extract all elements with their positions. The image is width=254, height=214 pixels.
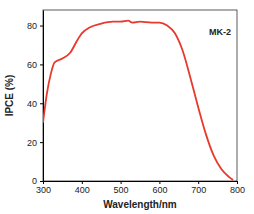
y-tick-label: 80 — [27, 21, 37, 31]
y-tick-label: 0 — [32, 176, 37, 186]
y-tick: 40 — [27, 99, 43, 109]
x-axis-title: Wavelength/nm — [103, 199, 177, 210]
y-axis-line — [43, 11, 44, 182]
x-tick-mark — [82, 181, 83, 184]
y-tick-label: 60 — [27, 60, 37, 70]
x-tick-label: 400 — [75, 185, 90, 195]
y-tick-mark — [40, 181, 43, 182]
x-tick: 400 — [75, 181, 90, 195]
plot: 300 400 500 600 700 800 0 20 40 60 80 MK-2 — [27, 10, 245, 195]
y-tick-mark — [40, 26, 43, 27]
y-tick-mark — [40, 142, 43, 143]
x-tick-label: 300 — [36, 185, 51, 195]
y-tick: 0 — [32, 176, 43, 186]
annotation: MK-2 — [209, 27, 231, 37]
ipce-line — [43, 21, 233, 180]
y-tick: 80 — [27, 21, 43, 31]
y-tick-mark — [40, 64, 43, 65]
y-tick: 60 — [27, 60, 43, 70]
x-tick-mark — [198, 181, 199, 184]
chart: 300 400 500 600 700 800 0 20 40 60 80 MK-2 Wavelengt… — [0, 0, 254, 214]
x-axis-line — [44, 181, 238, 182]
x-tick-mark — [121, 181, 122, 184]
x-axis: 300 400 500 600 700 800 — [36, 181, 245, 195]
y-tick: 20 — [27, 138, 43, 148]
x-tick: 800 — [230, 181, 245, 195]
x-tick: 500 — [114, 181, 129, 195]
plot-frame — [43, 10, 237, 181]
y-tick-label: 20 — [27, 138, 37, 148]
x-tick-mark — [159, 181, 160, 184]
marks — [43, 21, 233, 180]
x-tick-label: 700 — [191, 185, 206, 195]
x-tick-mark — [237, 181, 238, 184]
y-axis: 0 20 40 60 80 — [27, 11, 44, 187]
y-axis-title: IPCE (%) — [4, 75, 15, 117]
y-tick-label: 40 — [27, 99, 37, 109]
x-tick-label: 500 — [114, 185, 129, 195]
y-tick-mark — [40, 103, 43, 104]
x-tick: 600 — [152, 181, 167, 195]
x-tick-label: 800 — [230, 185, 245, 195]
x-tick: 300 — [36, 181, 51, 195]
x-tick: 700 — [191, 181, 206, 195]
x-tick-label: 600 — [152, 185, 167, 195]
